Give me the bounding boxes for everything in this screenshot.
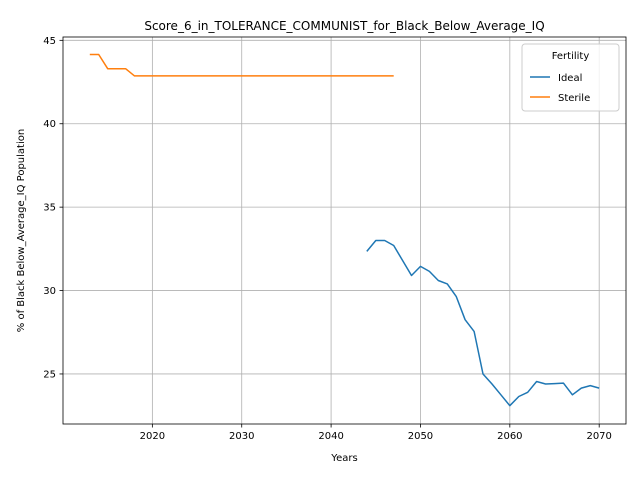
y-tick-label: 25 xyxy=(43,369,56,380)
legend-box xyxy=(521,43,620,112)
series-layer xyxy=(89,53,600,407)
legend-items: Ideal Sterile xyxy=(530,73,590,104)
legend-label-sterile: Sterile xyxy=(558,93,590,104)
chart-title: Score_6_in_TOLERANCE_COMMUNIST_for_Black… xyxy=(144,19,544,33)
legend-label-ideal: Ideal xyxy=(558,73,582,84)
legend: Fertility Ideal Sterile xyxy=(521,43,620,112)
plot-frame xyxy=(62,36,627,425)
x-tick-label: 2060 xyxy=(497,431,522,442)
x-tick-label: 2050 xyxy=(408,431,433,442)
y-axis: 25 30 35 40 45 xyxy=(43,36,63,380)
series-line-ideal xyxy=(366,239,600,407)
y-tick-label: 45 xyxy=(43,36,56,47)
y-axis-label: % of Black Below_Average_IQ Population xyxy=(16,129,27,332)
x-tick-label: 2020 xyxy=(140,431,165,442)
y-tick-label: 35 xyxy=(43,203,56,214)
series-line-sterile xyxy=(89,53,394,77)
grid xyxy=(63,37,626,424)
y-tick-label: 30 xyxy=(43,286,56,297)
x-tick-label: 2030 xyxy=(229,431,254,442)
x-tick-label: 2070 xyxy=(586,431,611,442)
y-tick-label: 40 xyxy=(43,119,56,130)
legend-title: Fertility xyxy=(552,51,590,62)
x-axis: 2020 2030 2040 2050 2060 2070 xyxy=(140,424,612,442)
x-axis-label: Years xyxy=(330,453,357,464)
x-tick-label: 2040 xyxy=(318,431,343,442)
